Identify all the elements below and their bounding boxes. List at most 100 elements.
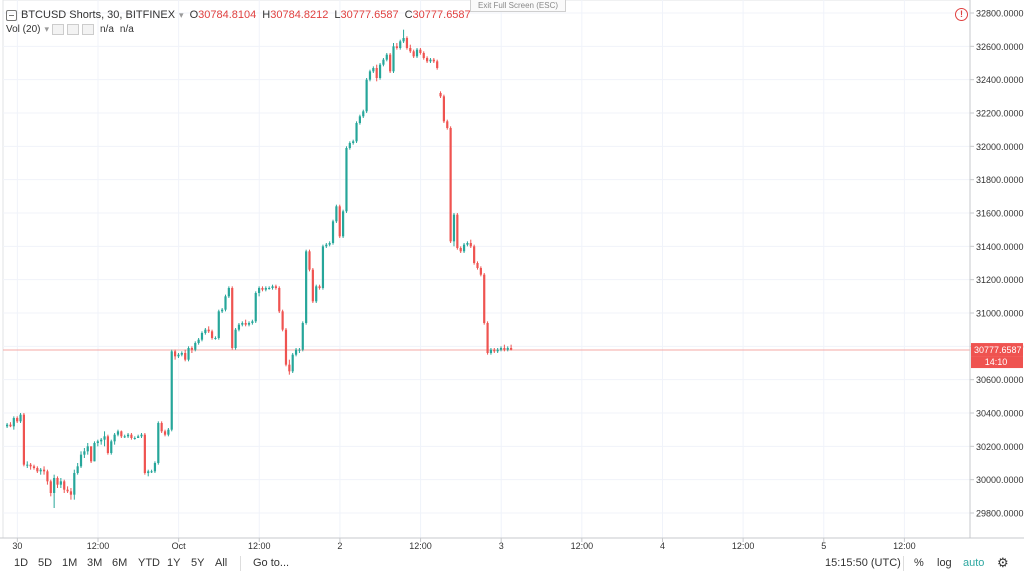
candle-body (153, 463, 157, 472)
candle-body (288, 364, 291, 372)
volume-settings-icon[interactable] (67, 24, 79, 35)
candle-body (26, 464, 29, 466)
log-toggle[interactable]: log (937, 557, 952, 569)
goto-button[interactable]: Go to... (253, 557, 290, 569)
last-price-tag (971, 343, 1023, 357)
time-tick-label: 12:00 (732, 541, 755, 551)
range-1y[interactable]: 1Y (167, 557, 181, 569)
time-tick-label: 12:00 (571, 541, 594, 551)
range-5d[interactable]: 5D (38, 557, 53, 569)
candle-body (456, 214, 459, 248)
volume-label[interactable]: Vol (20) (6, 24, 41, 35)
auto-toggle[interactable]: auto (963, 557, 985, 569)
exit-fullscreen-button[interactable]: Exit Full Screen (ESC) (470, 0, 566, 12)
range-5y[interactable]: 5Y (191, 557, 205, 569)
candle-body (510, 348, 513, 350)
symbol-title[interactable]: BTCUSD Shorts, 30, BITFINEX (21, 9, 176, 21)
candle-body (251, 321, 254, 323)
candle-body (382, 59, 385, 65)
time-tick-label: 4 (660, 541, 665, 551)
candle-body (76, 466, 79, 473)
range-1m[interactable]: 1M (62, 557, 78, 569)
close-value: 30777.6587 (412, 9, 471, 21)
candle-body (395, 46, 398, 48)
candle-body (103, 436, 106, 440)
candle-body (224, 296, 227, 310)
range-all[interactable]: All (215, 557, 228, 569)
candle-body (415, 49, 419, 57)
volume-chevron-icon[interactable]: ▾ (44, 24, 49, 34)
time-tick-label: 12:00 (409, 541, 432, 551)
candle-body (325, 244, 328, 247)
volume-value-2: n/a (119, 24, 134, 35)
candle-body (123, 436, 126, 438)
price-tick-label: 30200.0000 (976, 442, 1024, 452)
candle-body (66, 489, 69, 492)
candle-body (294, 349, 298, 355)
price-tick-label: 31000.0000 (976, 309, 1024, 319)
candle-body (499, 348, 503, 350)
candle-body (22, 414, 25, 465)
candle-body (221, 309, 224, 312)
candle-body (110, 441, 113, 453)
candle-body (190, 348, 193, 350)
price-tick-label: 32200.0000 (976, 109, 1024, 119)
candle-body (281, 311, 284, 330)
candle-body (69, 491, 73, 495)
candle-body (486, 323, 489, 353)
range-1d[interactable]: 1D (14, 557, 29, 569)
candle-body (402, 38, 405, 42)
candle-body (16, 418, 19, 422)
collapse-legend-icon[interactable] (6, 9, 17, 21)
range-ytd[interactable]: YTD (138, 557, 160, 569)
candle-body (197, 339, 200, 343)
candle-body (42, 469, 46, 472)
candle-body (321, 246, 325, 288)
chart-grid (2, 0, 971, 539)
candle-body (184, 353, 187, 360)
candle-body (167, 429, 170, 435)
candle-body (32, 466, 36, 468)
gear-icon[interactable]: ⚙ (997, 555, 1009, 570)
low-label: L (334, 9, 341, 21)
alert-icon[interactable]: ! (955, 8, 968, 21)
volume-visibility-icon[interactable] (52, 24, 64, 35)
candle-body (9, 424, 12, 427)
candle-body (19, 414, 22, 422)
candle-body (73, 473, 76, 495)
range-3m[interactable]: 3M (87, 557, 103, 569)
candle-body (63, 481, 66, 490)
volume-remove-icon[interactable] (82, 24, 94, 35)
candle-body (177, 354, 180, 357)
price-tick-label: 32000.0000 (976, 142, 1024, 152)
volume-value-1: n/a (100, 24, 114, 35)
candle-body (150, 471, 153, 473)
time-tick-label: 3 (499, 541, 504, 551)
candle-body (39, 469, 42, 472)
candle-body (133, 438, 136, 439)
plot-frame (2, 0, 971, 539)
candle-body (113, 434, 116, 442)
candle-body (399, 41, 402, 48)
candle-body (409, 48, 412, 52)
candle-body (29, 464, 32, 467)
utc-clock[interactable]: 15:15:50 (UTC) (825, 557, 901, 569)
candle-body (210, 331, 214, 338)
candle-body (378, 64, 382, 78)
time-tick-label: Oct (172, 541, 187, 551)
time-tick-label: 12:00 (248, 541, 271, 551)
candle-body (311, 269, 314, 302)
price-axis: 32800.0000 32600.0000 32400.0000 32200.0000… (969, 0, 1024, 538)
range-6m[interactable]: 6M (112, 557, 128, 569)
candle-body (496, 349, 499, 352)
candle-body (298, 349, 301, 351)
chevron-down-icon[interactable]: ▾ (179, 9, 184, 20)
candle-body (247, 323, 251, 325)
percent-toggle[interactable]: % (914, 557, 924, 569)
candle-body (96, 441, 99, 443)
candle-body (278, 288, 281, 312)
candle-body (305, 251, 308, 323)
candle-body (479, 268, 482, 275)
low-value: 30777.6587 (340, 9, 399, 21)
